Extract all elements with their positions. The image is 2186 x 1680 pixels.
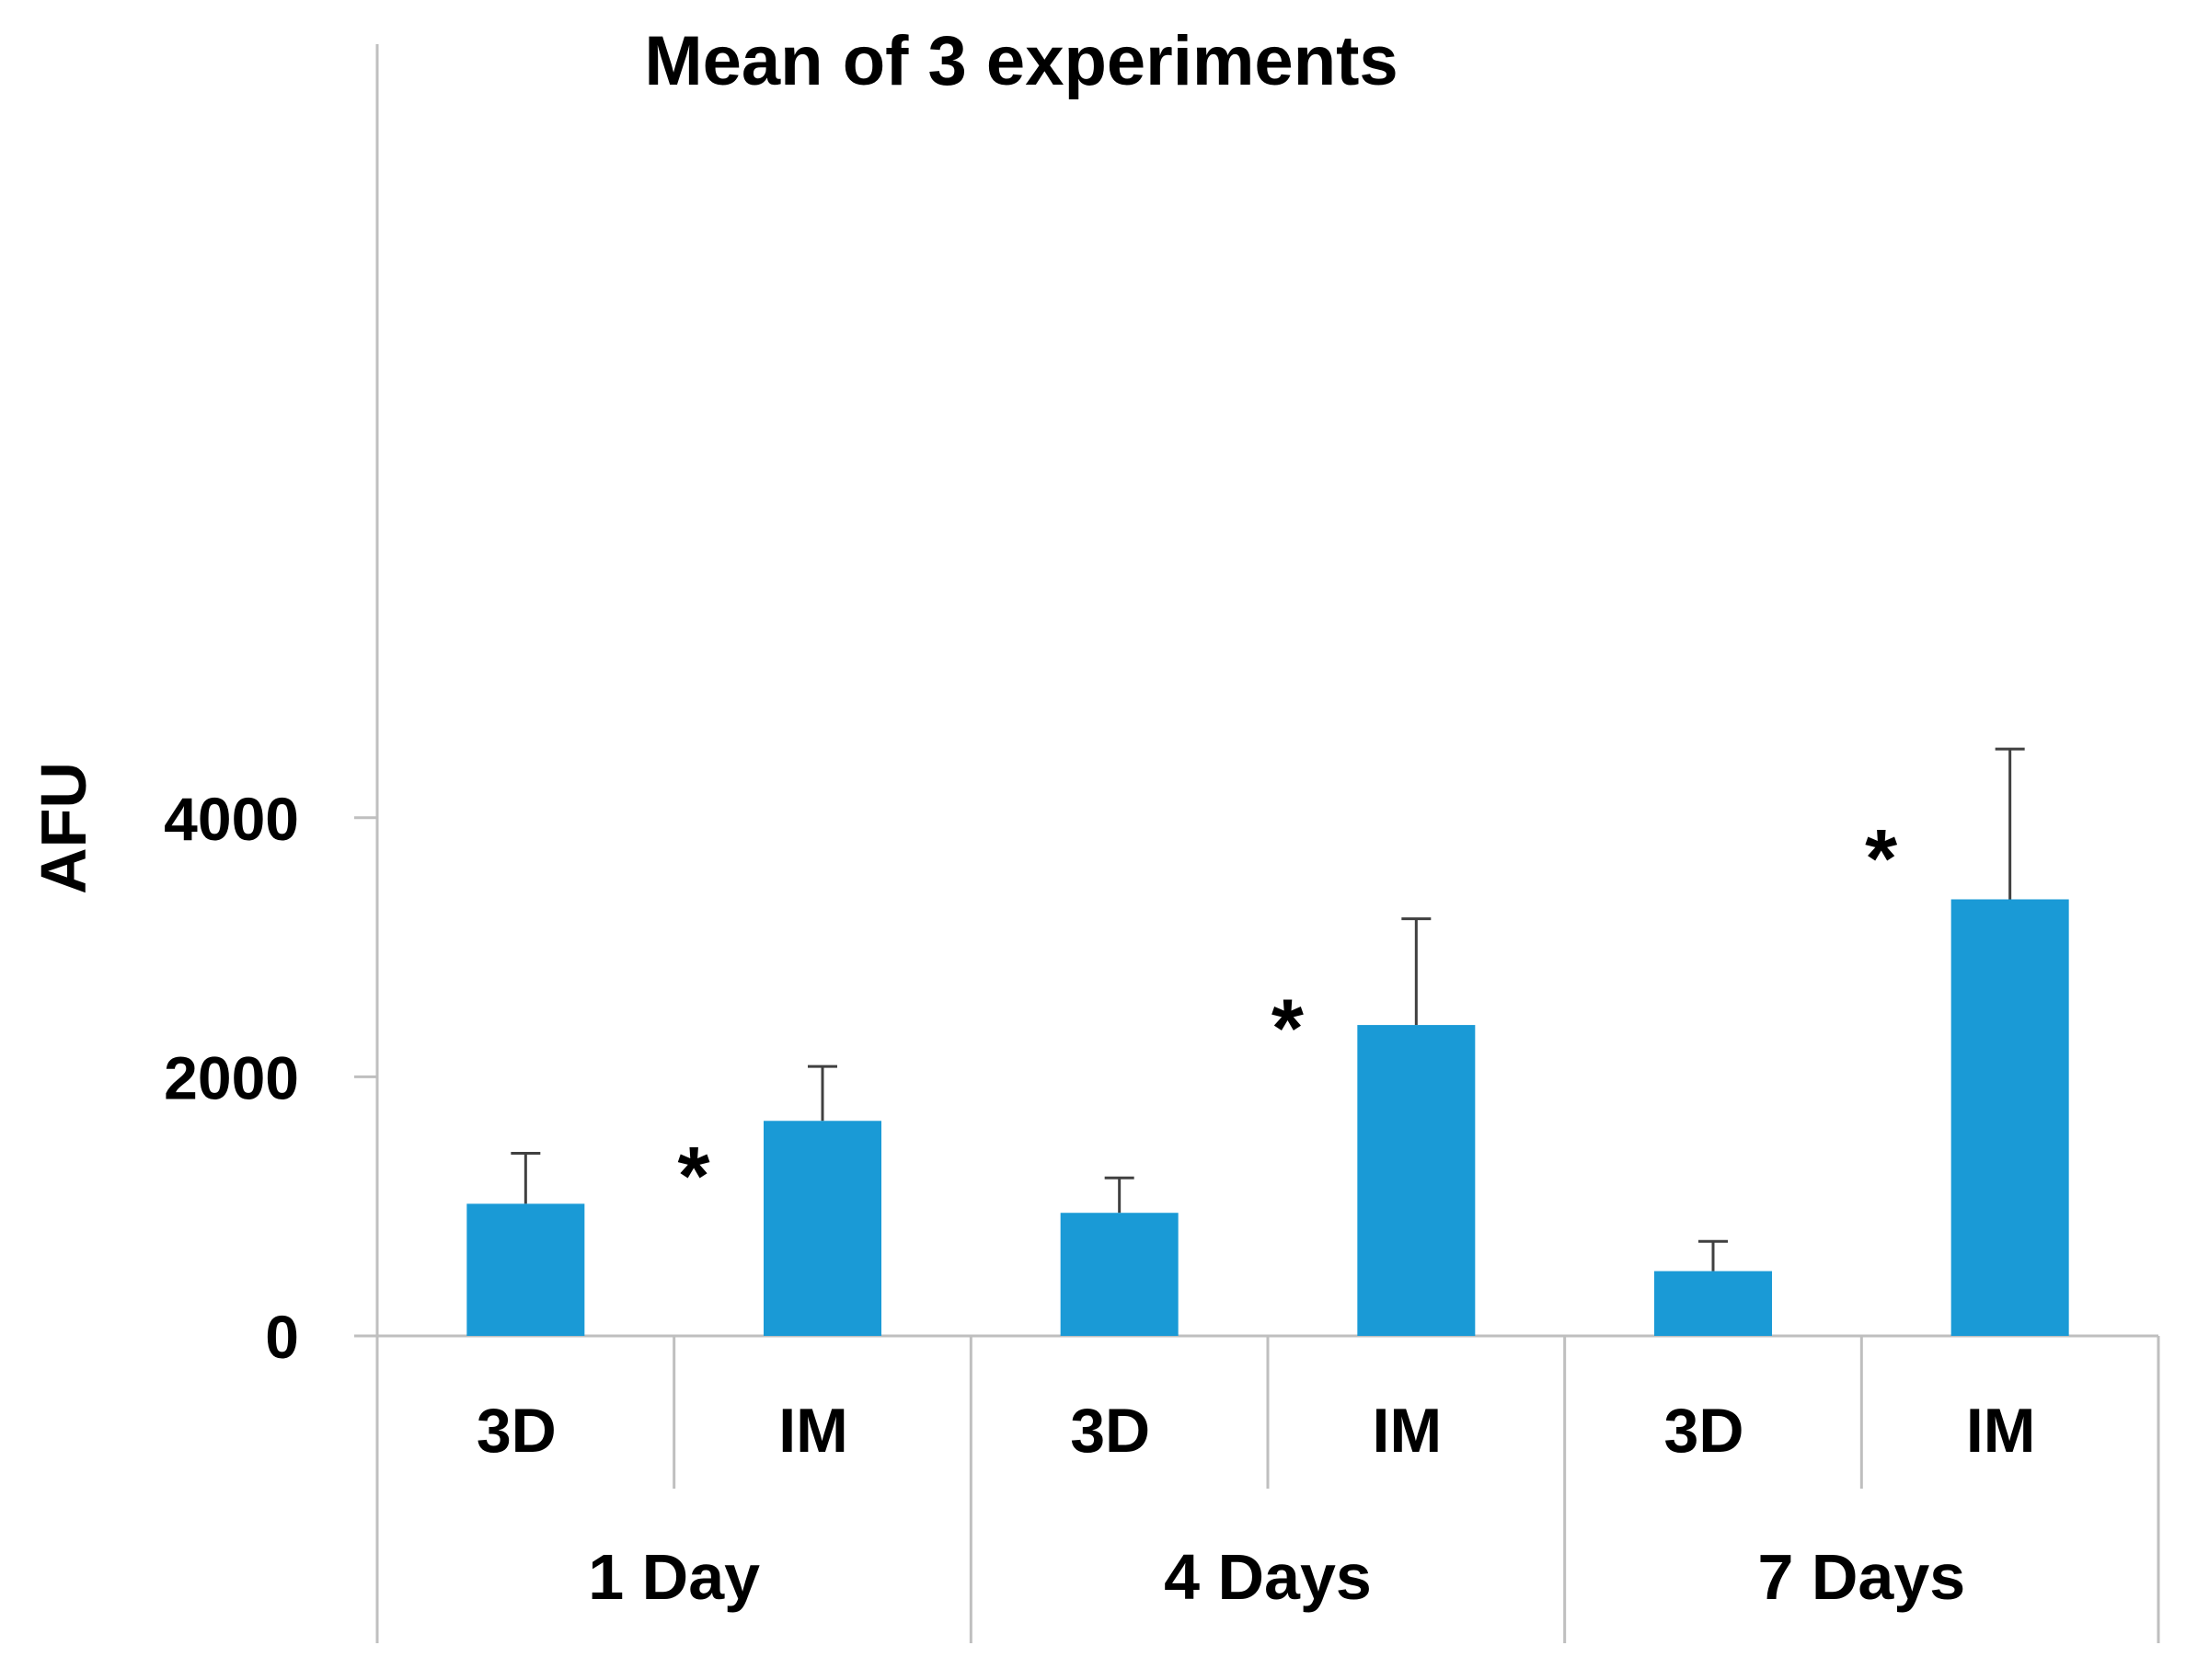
bar [1654,1271,1772,1336]
bar [1950,899,2069,1336]
chart-title: Mean of 3 experiments [644,22,1398,100]
bar [1357,1025,1476,1336]
y-axis-label: AFU [28,762,99,894]
bars [466,899,2069,1336]
category-label: IM [1373,1396,1443,1466]
category-label: IM [778,1396,848,1466]
category-label: IM [1966,1396,2036,1466]
y-tick-labels: 0 2000 4000 [164,785,299,1371]
significance-star: * [1271,984,1304,1076]
y-tick-label: 0 [265,1303,299,1371]
significance-star: * [677,1131,709,1223]
significance-marks: * * * [677,813,1897,1223]
significance-star: * [1865,813,1897,905]
axes [354,44,2160,1643]
category-label: 3D [477,1396,557,1466]
group-label: 1 Day [588,1541,760,1613]
group-label: 7 Days [1757,1541,1965,1613]
group-label: 4 Days [1164,1541,1372,1613]
group-labels: 1 Day 4 Days 7 Days [588,1541,1965,1613]
y-tick-label: 2000 [164,1043,299,1111]
category-label: 3D [1664,1396,1744,1466]
category-labels: 3D IM 3D IM 3D IM [477,1396,2036,1466]
bar [764,1121,881,1336]
bar [466,1203,585,1336]
error-bars [511,747,2025,1272]
y-tick-label: 4000 [164,785,299,853]
category-label: 3D [1070,1396,1150,1466]
bar [1060,1213,1179,1336]
